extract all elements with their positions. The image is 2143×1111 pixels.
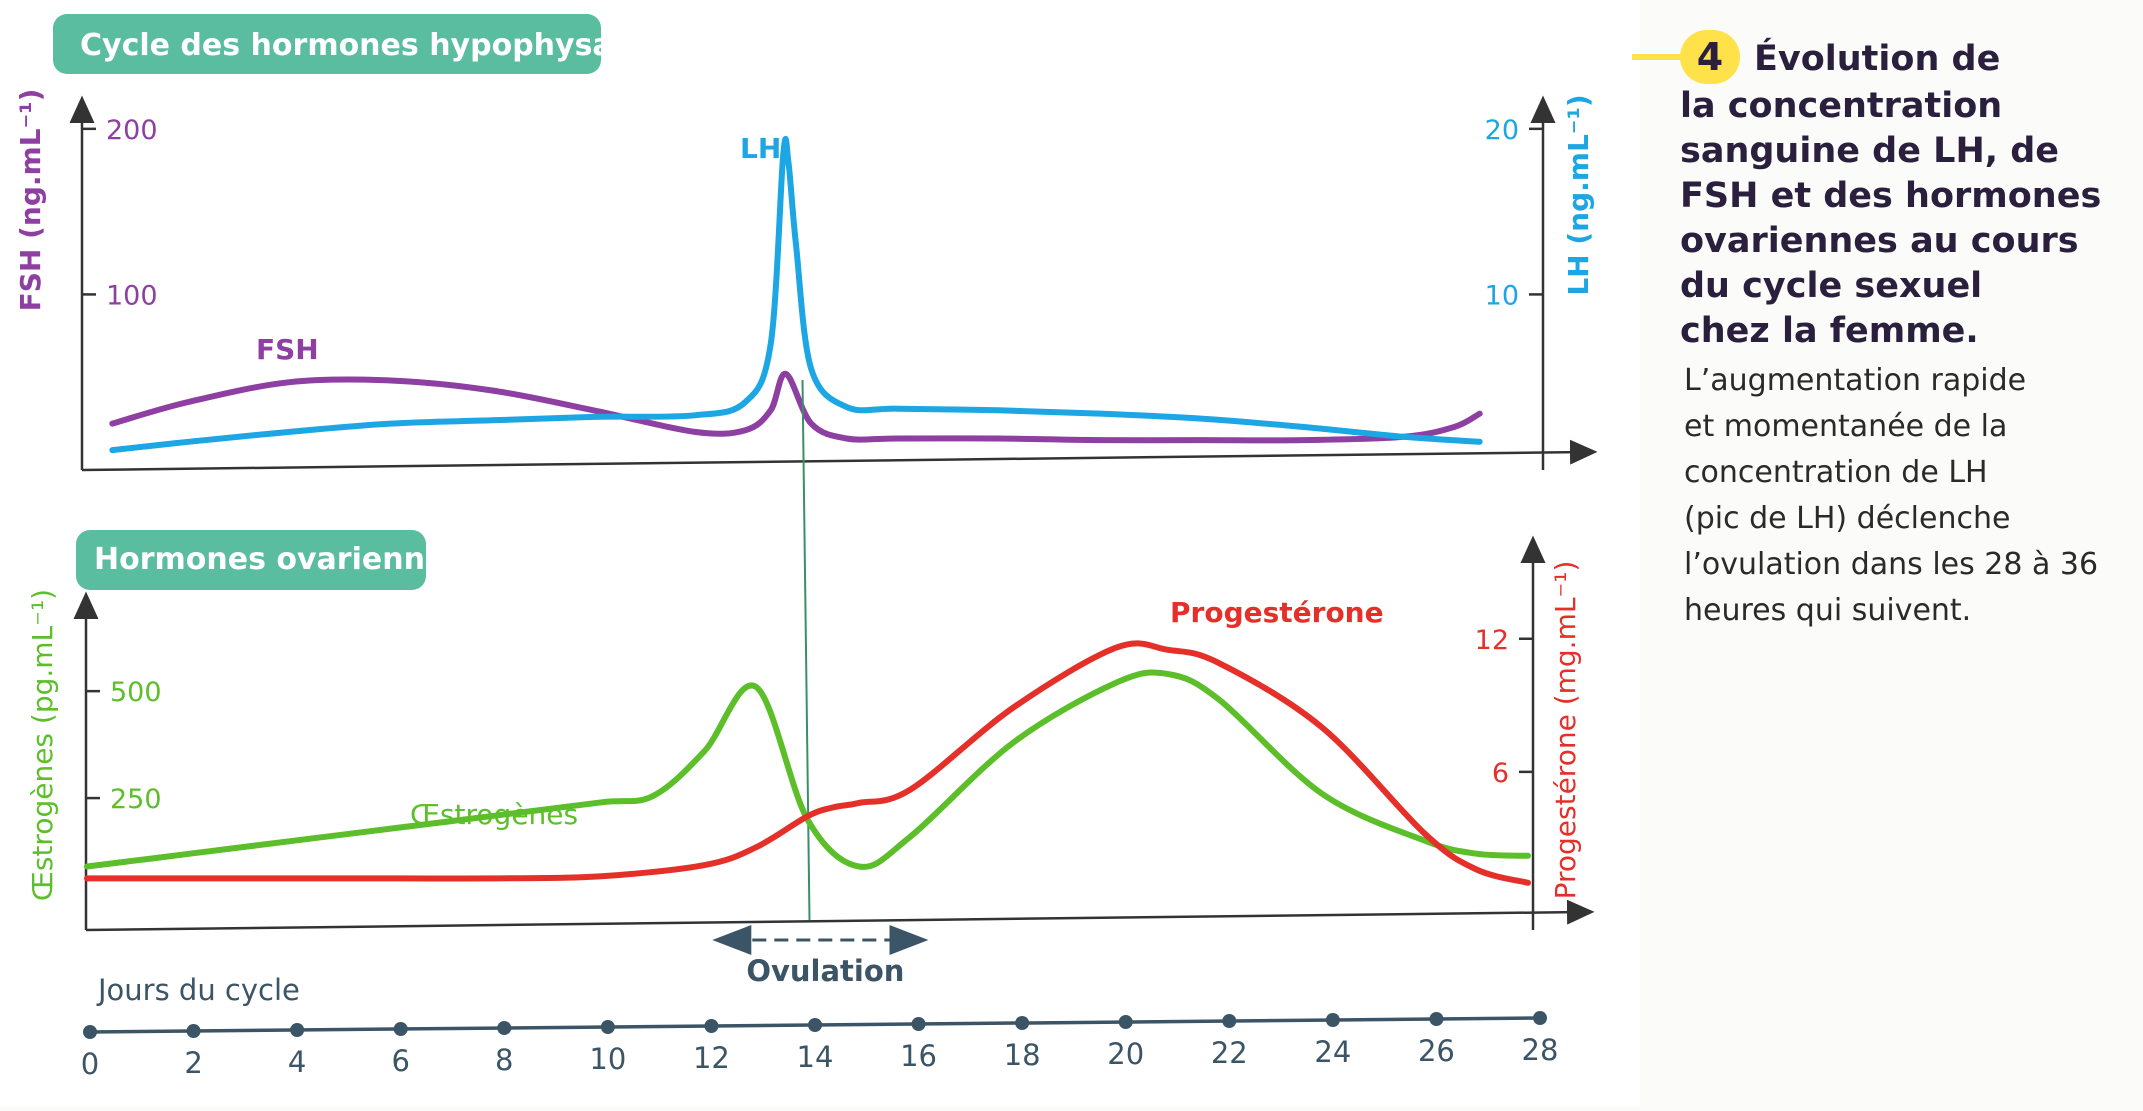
bottom-x-axis bbox=[85, 899, 1595, 932]
timeline-day-label: 18 bbox=[1004, 1038, 1041, 1072]
caption-marker-line bbox=[1632, 54, 1704, 60]
timeline-day-dot bbox=[1533, 1011, 1547, 1025]
timeline-day-label: 0 bbox=[81, 1047, 99, 1081]
timeline-day-label: 10 bbox=[589, 1042, 626, 1076]
timeline-day-dot bbox=[1118, 1015, 1133, 1029]
timeline-day-dot bbox=[911, 1017, 926, 1031]
timeline-day-dot bbox=[1429, 1012, 1444, 1026]
timeline-day-label: 26 bbox=[1418, 1034, 1455, 1068]
fsh-series-label: FSH bbox=[256, 333, 319, 366]
caption-body-line: L’augmentation rapide bbox=[1684, 363, 2027, 398]
top-chart-title: Cycle des hormones hypophysaires bbox=[80, 28, 676, 63]
timeline-day-dot bbox=[1325, 1013, 1340, 1027]
caption-title-line: du cycle sexuel bbox=[1680, 266, 1983, 306]
caption-title-line: ovariennes au cours bbox=[1680, 221, 2079, 261]
right-tick-label: 20 bbox=[1485, 115, 1519, 146]
left-tick-label: 200 bbox=[106, 115, 158, 146]
caption-title-line: sanguine de LH, de bbox=[1680, 131, 2060, 171]
caption-title-line: la concentration bbox=[1680, 86, 2003, 126]
caption-body-line: concentration de LH bbox=[1684, 455, 1988, 490]
lh-series-label: LH bbox=[740, 132, 781, 165]
top-x-axis bbox=[81, 439, 1598, 472]
timeline-day-dot bbox=[497, 1021, 512, 1035]
timeline-day-dot bbox=[704, 1019, 719, 1033]
hormone-chart: Cycle des hormones hypophysaires 1002001… bbox=[14, 14, 1598, 1081]
caption-body-line: et momentanée de la bbox=[1684, 409, 2008, 444]
timeline-day-label: 4 bbox=[288, 1045, 306, 1079]
timeline-day-dot bbox=[393, 1022, 408, 1036]
ovulation-line bbox=[801, 379, 811, 921]
right-tick-label: 12 bbox=[1475, 625, 1509, 656]
caption-body-line: (pic de LH) déclenche bbox=[1684, 501, 2011, 536]
caption-body: L’augmentation rapide et momentanée de l… bbox=[1684, 358, 2120, 634]
caption-title-line: chez la femme. bbox=[1680, 311, 1979, 351]
series-line-right-panel-0 bbox=[109, 135, 1483, 454]
lh-axis-label: LH (ng.mL⁻¹) bbox=[1562, 94, 1595, 295]
bottom-chart-title: Hormones ovariennes bbox=[94, 542, 463, 577]
ovulation-label: Ovulation bbox=[746, 954, 904, 988]
timeline-day-dot bbox=[290, 1023, 305, 1037]
caption-number-badge: 4 bbox=[1680, 30, 1740, 84]
series-line-left-panel-0 bbox=[109, 370, 1483, 444]
timeline-day-dot bbox=[186, 1024, 201, 1038]
timeline-day-label: 14 bbox=[797, 1040, 834, 1074]
timeline-day-dot bbox=[808, 1018, 822, 1032]
left-tick-label: 100 bbox=[106, 280, 158, 311]
fsh-axis-label: FSH (ng.mL⁻¹) bbox=[14, 89, 47, 312]
caption-title: 4 Évolution de la concentration sanguine … bbox=[1680, 30, 2120, 354]
timeline-day-label: 8 bbox=[495, 1043, 513, 1077]
timeline-day-label: 24 bbox=[1314, 1035, 1351, 1069]
bottom-title-badge bbox=[76, 530, 426, 590]
timeline-day-dot bbox=[600, 1020, 615, 1034]
timeline-day-label: 16 bbox=[900, 1039, 937, 1073]
timeline-day-dot bbox=[1222, 1014, 1237, 1028]
caption-body-line: heures qui suivent. bbox=[1684, 593, 1972, 628]
timeline-day-dot bbox=[83, 1025, 97, 1039]
caption-body-line: l’ovulation dans les 28 à 36 bbox=[1684, 547, 2099, 582]
figure-panel: Cycle des hormones hypophysaires 100 200 1… bbox=[14, 14, 1598, 1081]
series-line-right-panel-1 bbox=[84, 640, 1531, 886]
right-tick-label: 6 bbox=[1492, 758, 1509, 789]
progesterone-axis-label: Progestérone (mg.mL⁻¹) bbox=[1549, 561, 1582, 900]
timeline-day-label: 2 bbox=[184, 1046, 202, 1080]
caption-title-line: Évolution de bbox=[1754, 39, 2001, 79]
timeline-day-label: 28 bbox=[1522, 1033, 1559, 1067]
timeline-day-label: 22 bbox=[1211, 1036, 1248, 1070]
timeline-day-label: 20 bbox=[1107, 1037, 1144, 1071]
timeline-day-label: 6 bbox=[391, 1044, 409, 1078]
left-tick-label: 250 bbox=[110, 784, 162, 815]
timeline-day-label: 12 bbox=[693, 1041, 730, 1075]
timeline-day-dot bbox=[1015, 1016, 1030, 1030]
progesterone-series-label: Progestérone bbox=[1170, 596, 1384, 629]
estrogen-series-label: Œstrogènes bbox=[410, 798, 578, 831]
estrogen-axis-label: Œstrogènes (pg.mL⁻¹) bbox=[26, 589, 59, 901]
left-tick-label: 500 bbox=[110, 677, 162, 708]
right-tick-label: 10 bbox=[1485, 280, 1519, 311]
timeline-label: Jours du cycle bbox=[96, 973, 300, 1007]
caption-title-line: FSH et des hormones bbox=[1680, 176, 2102, 216]
top-title-badge bbox=[53, 14, 601, 74]
caption-block: 4 Évolution de la concentration sanguine … bbox=[1680, 30, 2120, 634]
